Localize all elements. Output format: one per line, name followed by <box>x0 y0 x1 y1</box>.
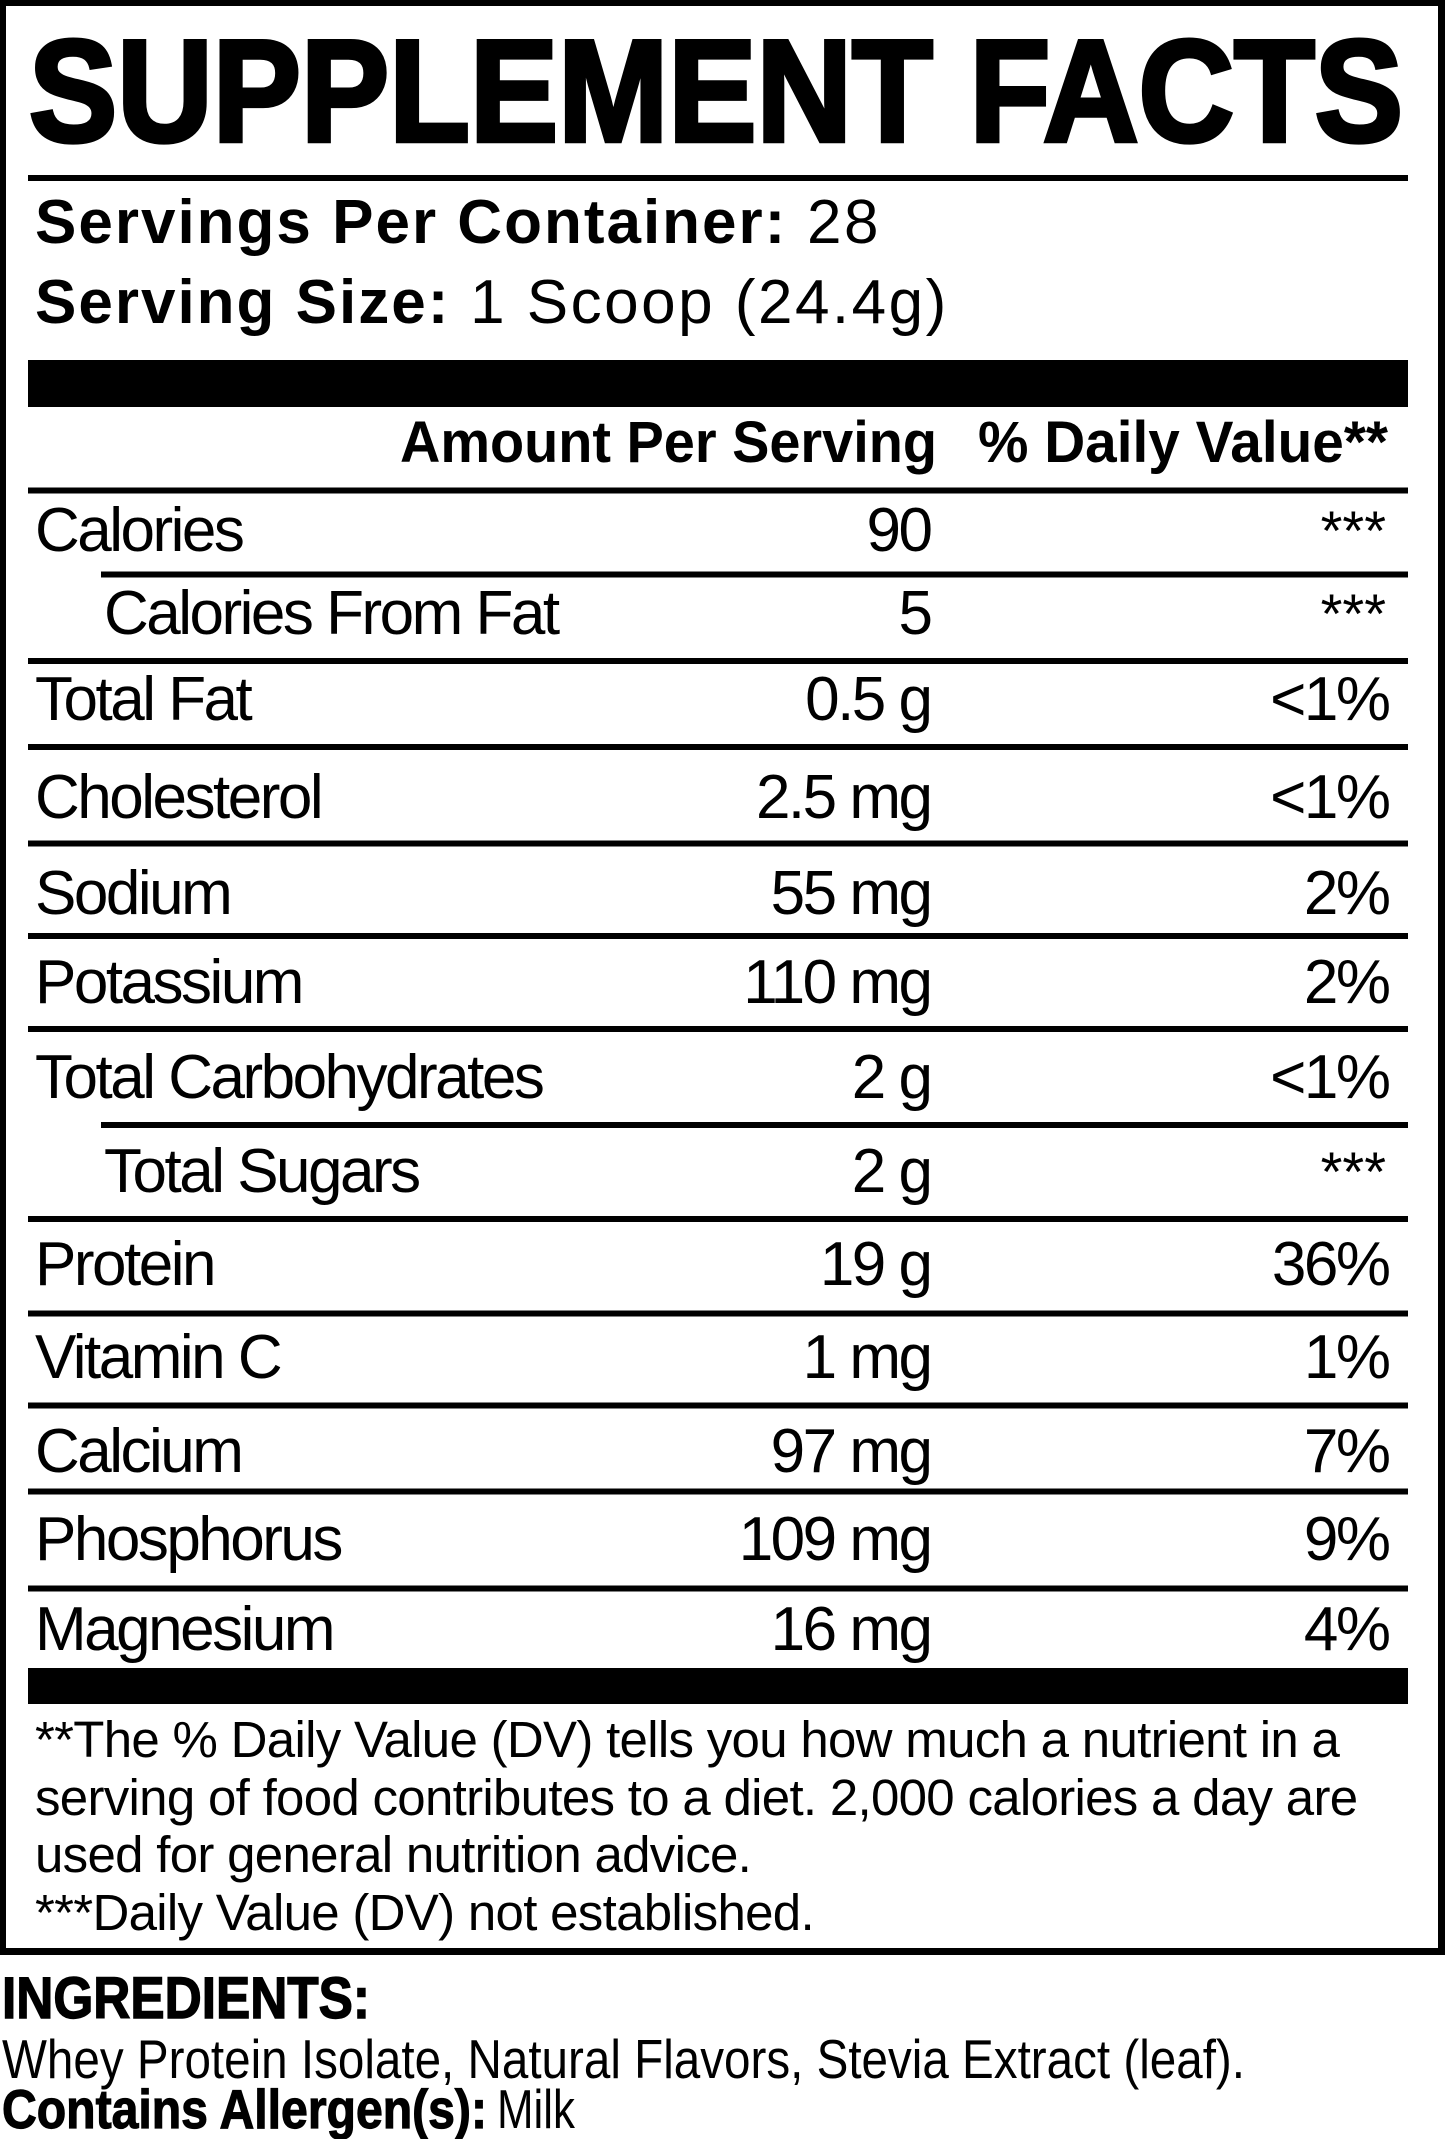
svg-text:55 mg: 55 mg <box>771 859 931 928</box>
svg-text:Milk: Milk <box>497 2078 575 2139</box>
svg-text:Phosphorus: Phosphorus <box>35 1505 341 1574</box>
svg-text:Calories: Calories <box>35 496 243 565</box>
svg-text:<1%: <1% <box>1270 665 1389 734</box>
svg-text:Contains Allergen(s):: Contains Allergen(s): <box>2 2078 487 2139</box>
svg-text:Serving Size: 1 Scoop (24.4g): Serving Size: 1 Scoop (24.4g) <box>35 268 949 337</box>
svg-text:% Daily Value**: % Daily Value** <box>978 410 1388 475</box>
svg-text:109 mg: 109 mg <box>739 1505 931 1574</box>
svg-text:0.5 g: 0.5 g <box>805 665 930 734</box>
svg-text:7%: 7% <box>1304 1417 1389 1486</box>
svg-text:***: *** <box>1321 499 1386 562</box>
svg-text:Sodium: Sodium <box>35 859 230 928</box>
svg-text:1%: 1% <box>1304 1323 1389 1392</box>
svg-text:Vitamin C: Vitamin C <box>35 1323 281 1392</box>
svg-text:16 mg: 16 mg <box>771 1595 931 1664</box>
svg-text:Servings Per Container: 28: Servings Per Container: 28 <box>35 188 881 257</box>
svg-text:<1%: <1% <box>1270 763 1389 832</box>
svg-text:Total Carbohydrates: Total Carbohydrates <box>35 1043 543 1112</box>
svg-text:Amount Per Serving: Amount Per Serving <box>400 410 937 475</box>
svg-text:2 g: 2 g <box>852 1043 931 1112</box>
svg-text:<1%: <1% <box>1270 1043 1389 1112</box>
svg-text:2 g: 2 g <box>852 1137 931 1206</box>
svg-text:110 mg: 110 mg <box>743 948 930 1017</box>
svg-text:1 mg: 1 mg <box>803 1323 931 1392</box>
svg-text:SUPPLEMENT FACTS: SUPPLEMENT FACTS <box>29 10 1403 172</box>
svg-text:9%: 9% <box>1304 1505 1389 1574</box>
svg-text:***: *** <box>1321 582 1386 645</box>
svg-text:97 mg: 97 mg <box>771 1417 931 1486</box>
svg-text:2%: 2% <box>1304 859 1389 928</box>
svg-text:Total Sugars: Total Sugars <box>104 1137 419 1206</box>
svg-text:2%: 2% <box>1304 948 1389 1017</box>
svg-text:serving of food contributes to: serving of food contributes to a diet. 2… <box>35 1769 1357 1826</box>
svg-text:Calories From Fat: Calories From Fat <box>104 579 560 648</box>
svg-text:90: 90 <box>867 496 932 565</box>
svg-text:19 g: 19 g <box>820 1230 931 1299</box>
svg-text:***: *** <box>1321 1140 1386 1203</box>
svg-text:***Daily Value (DV) not establ: ***Daily Value (DV) not established. <box>35 1884 814 1941</box>
svg-text:Magnesium: Magnesium <box>35 1595 333 1664</box>
svg-text:Total Fat: Total Fat <box>35 665 253 734</box>
svg-text:Protein: Protein <box>35 1230 214 1299</box>
svg-text:5: 5 <box>899 579 931 648</box>
svg-text:Cholesterol: Cholesterol <box>35 763 321 832</box>
svg-text:Potassium: Potassium <box>35 948 302 1017</box>
svg-text:4%: 4% <box>1304 1595 1389 1664</box>
svg-text:used for general nutrition adv: used for general nutrition advice. <box>35 1826 751 1883</box>
svg-text:36%: 36% <box>1272 1230 1389 1299</box>
svg-text:INGREDIENTS:: INGREDIENTS: <box>2 1966 370 2031</box>
svg-text:Whey Protein Isolate, Natural: Whey Protein Isolate, Natural Flavors, S… <box>2 2028 1245 2090</box>
svg-text:2.5 mg: 2.5 mg <box>756 763 931 832</box>
svg-text:**The % Daily Value (DV) tells: **The % Daily Value (DV) tells you how m… <box>35 1711 1341 1768</box>
svg-text:Calcium: Calcium <box>35 1417 241 1486</box>
